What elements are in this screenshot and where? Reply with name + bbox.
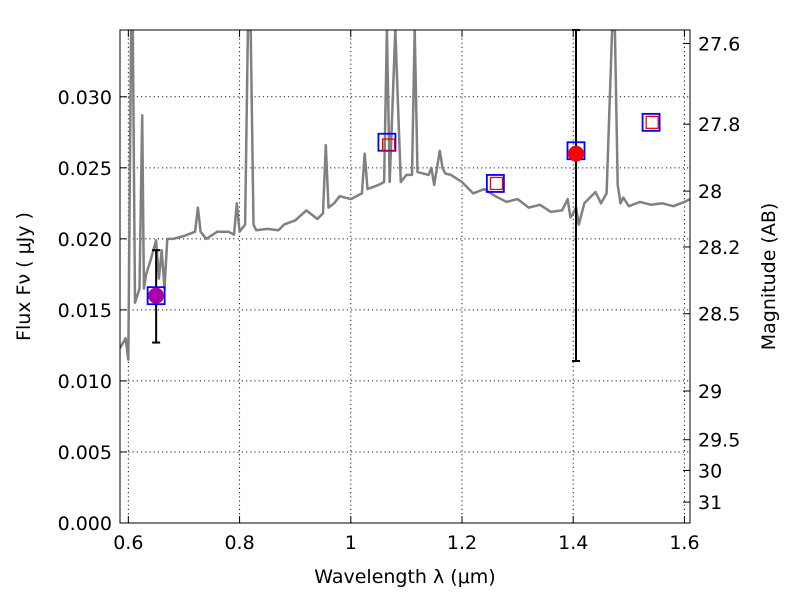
y-tick-label: 0.020 [58,229,112,251]
magnitude-tick-label: 28 [698,181,722,203]
x-tick-label: 0.6 [113,532,143,554]
spectrum-layer [120,30,690,361]
tick-labels: 0.6 0.8 1 1.2 1.4 1.6 0.000 0.005 0.010 0.015 0.02… [58,33,741,554]
observed-photometry-point [148,287,165,304]
x-tick-label: 1 [345,532,357,554]
y-tick-label: 0.005 [58,442,112,464]
open-red-square [645,115,659,129]
right-axis-title: Magnitude (AB) [758,203,780,351]
magnitude-tick-label: 30 [698,460,722,482]
x-tick-label: 1.4 [558,532,588,554]
model-photometry-square [485,174,505,193]
data-points [146,29,661,363]
plot-frame [119,29,691,524]
magnitude-tick-label: 27.8 [698,114,740,136]
magnitude-tick-label: 27.6 [698,33,740,55]
x-tick-label: 1.6 [669,532,699,554]
y-tick-label: 0.030 [58,87,112,109]
open-red-square [381,138,396,152]
y-tick-label: 0.015 [58,300,112,322]
y-tick-label: 0.010 [58,371,112,393]
open-red-square [489,176,504,191]
model-photometry-square [641,112,661,132]
magnitude-tick-label: 31 [698,492,722,514]
model-photometry-square [146,286,166,306]
magnitude-tick-label: 29 [698,381,722,403]
y-tick-label: 0.025 [58,158,112,180]
x-axis-title: Wavelength λ (μm) [314,566,495,588]
y-tick-label: 0.000 [58,513,112,535]
magnitude-tick-label: 28.2 [698,237,740,259]
y-axis-title: Flux Fν ( μJy ) [13,212,35,341]
magnitude-tick-label: 29.5 [698,430,740,452]
axis-ticks [120,30,690,524]
grid [120,30,690,524]
x-tick-label: 1.2 [447,532,477,554]
spectrum-line [120,30,690,361]
observed-photometry-point [568,145,584,162]
magnitude-tick-label: 28.5 [698,304,740,326]
model-photometry-square [377,132,397,152]
x-tick-label: 0.8 [224,532,254,554]
